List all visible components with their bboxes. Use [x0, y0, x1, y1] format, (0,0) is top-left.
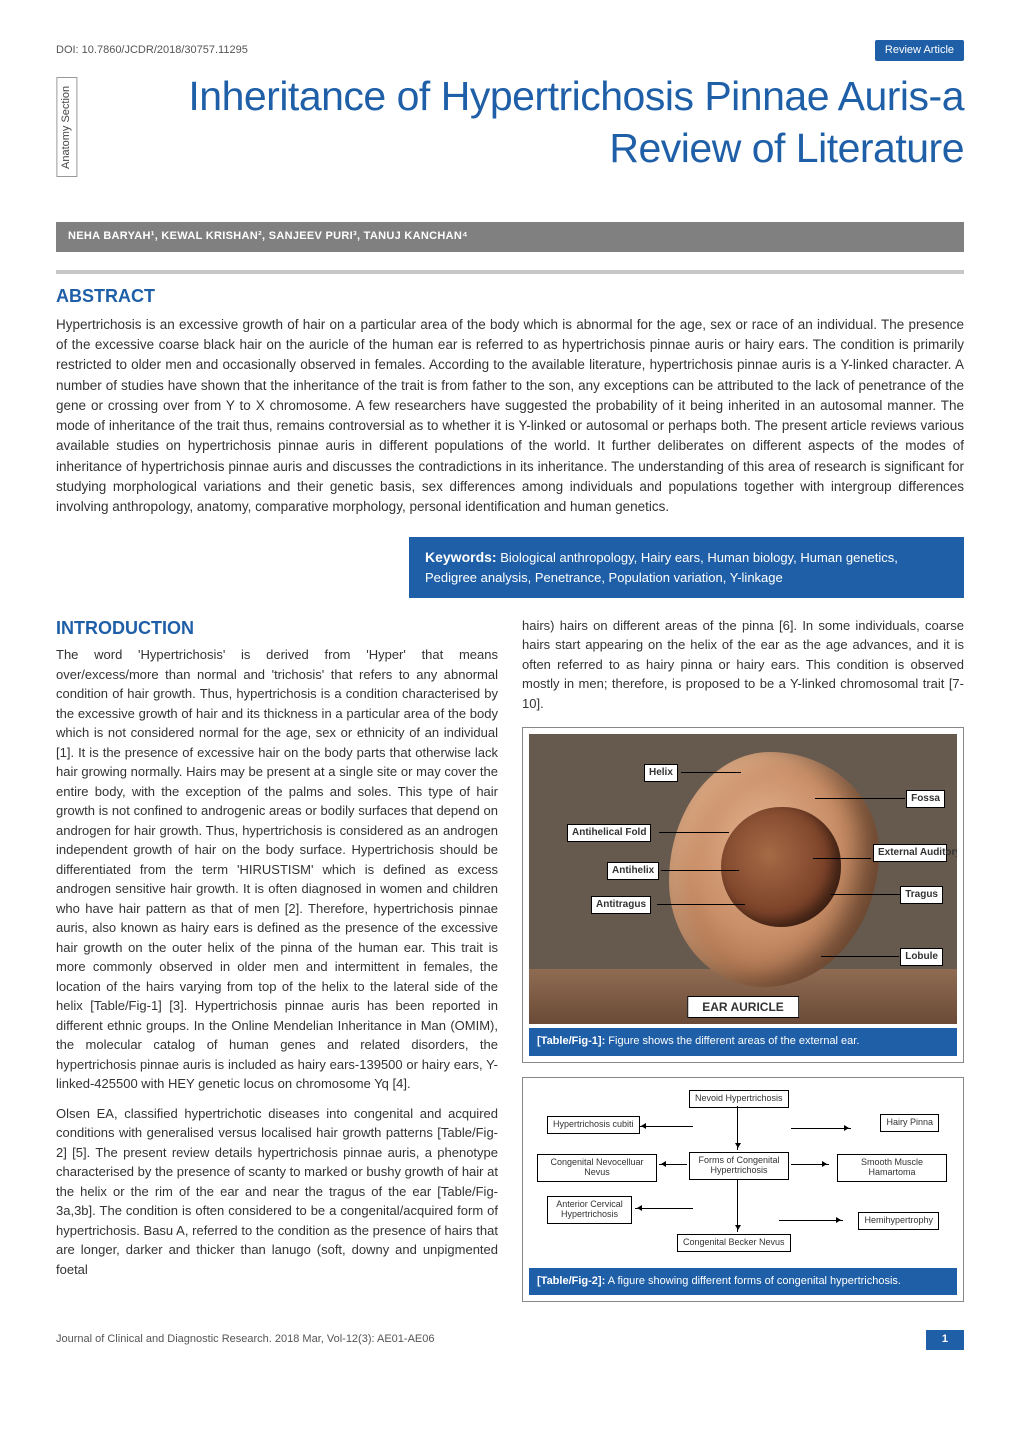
fig2-caption-text: A figure showing different forms of cong… — [608, 1275, 901, 1287]
node-cubiti: Hypertrichosis cubiti — [547, 1116, 640, 1134]
paper-title: Inheritance of Hypertrichosis Pinnae Aur… — [97, 71, 964, 174]
node-becker: Congenital Becker Nevus — [677, 1234, 791, 1252]
authors-bar: NEHA BARYAH¹, KEWAL KRISHAN², SANJEEV PU… — [56, 222, 964, 251]
arrow-hemi — [779, 1220, 843, 1221]
abstract-heading: ABSTRACT — [56, 284, 964, 309]
figure-2-image: Nevoid Hypertrichosis Hypertrichosis cub… — [529, 1084, 957, 1264]
intro-paragraph-right: hairs) hairs on different areas of the p… — [522, 616, 964, 714]
fig1-caption-text: Figure shows the different areas of the … — [608, 1035, 859, 1047]
journal-citation: Journal of Clinical and Diagnostic Resea… — [56, 1332, 435, 1347]
fig2-caption-label: [Table/Fig-2]: — [537, 1275, 605, 1287]
abstract-rule — [56, 270, 964, 274]
label-antitragus: Antitragus — [591, 896, 651, 914]
figure-1-caption: [Table/Fig-1]: Figure shows the differen… — [529, 1028, 957, 1055]
label-lobule: Lobule — [900, 948, 943, 966]
keywords-box: Keywords: Biological anthropology, Hairy… — [409, 537, 964, 598]
keywords-label: Keywords: — [425, 549, 497, 565]
node-hairy-pinna: Hairy Pinna — [880, 1114, 939, 1132]
review-article-pill: Review Article — [875, 40, 964, 61]
arrow-hairy — [791, 1128, 851, 1129]
figure-2-caption: [Table/Fig-2]: A figure showing differen… — [529, 1268, 957, 1295]
title-row: Anatomy Section Inheritance of Hypertric… — [56, 71, 964, 177]
ear-inner-shape — [721, 807, 841, 927]
node-hemi: Hemihypertrophy — [858, 1212, 939, 1230]
node-center: Forms of Congenital Hypertrichosis — [689, 1152, 789, 1180]
line-tragus — [831, 894, 901, 895]
node-smooth: Smooth Muscle Hamartoma — [837, 1154, 947, 1182]
introduction-heading: INTRODUCTION — [56, 616, 498, 641]
label-helix: Helix — [644, 764, 678, 782]
right-column: hairs) hairs on different areas of the p… — [522, 616, 964, 1302]
figure-1-image: Helix Fossa Antihelical Fold Antihelix E… — [529, 734, 957, 1024]
line-eam — [813, 858, 871, 859]
line-helix — [681, 772, 741, 773]
top-row: DOI: 10.7860/JCDR/2018/30757.11295 Revie… — [56, 40, 964, 61]
anatomy-section-tag: Anatomy Section — [56, 77, 77, 177]
figure-2-box: Nevoid Hypertrichosis Hypertrichosis cub… — [522, 1077, 964, 1302]
line-antihelix — [661, 870, 739, 871]
arrow-cubiti — [639, 1126, 693, 1127]
arrow-nevo — [659, 1164, 687, 1165]
node-nevoid: Nevoid Hypertrichosis — [689, 1090, 789, 1108]
node-anterior: Anterior Cervical Hypertrichosis — [547, 1196, 632, 1224]
label-antihelix: Antihelix — [607, 862, 659, 880]
fig1-caption-label: [Table/Fig-1]: — [537, 1035, 605, 1047]
page-number-badge: 1 — [926, 1330, 964, 1349]
label-antihelical-fold: Antihelical Fold — [567, 824, 651, 842]
label-tragus: Tragus — [900, 886, 943, 904]
line-antihelical-fold — [659, 832, 729, 833]
arrow-anterior — [635, 1208, 693, 1209]
ear-auricle-banner: EAR AURICLE — [687, 996, 799, 1019]
footer-row: Journal of Clinical and Diagnostic Resea… — [56, 1330, 964, 1349]
arrow-smooth — [791, 1164, 829, 1165]
label-external-auditory-meatus: External Auditory Meatus — [873, 844, 947, 862]
line-fossa — [815, 798, 905, 799]
figure-1-box: Helix Fossa Antihelical Fold Antihelix E… — [522, 727, 964, 1062]
two-column-layout: INTRODUCTION The word 'Hypertrichosis' i… — [56, 616, 964, 1302]
label-fossa: Fossa — [906, 790, 945, 808]
intro-paragraph-2: Olsen EA, classified hypertrichotic dise… — [56, 1104, 498, 1280]
line-lobule — [821, 956, 899, 957]
node-nevocellular: Congenital Nevocelluar Nevus — [537, 1154, 657, 1182]
line-antitragus — [657, 904, 745, 905]
doi-text: DOI: 10.7860/JCDR/2018/30757.11295 — [56, 43, 248, 58]
abstract-body: Hypertrichosis is an excessive growth of… — [56, 315, 964, 518]
intro-paragraph-1: The word 'Hypertrichosis' is derived fro… — [56, 645, 498, 1094]
arrow-nevoid — [737, 1106, 738, 1150]
left-column: INTRODUCTION The word 'Hypertrichosis' i… — [56, 616, 498, 1302]
arrow-becker — [737, 1180, 738, 1232]
